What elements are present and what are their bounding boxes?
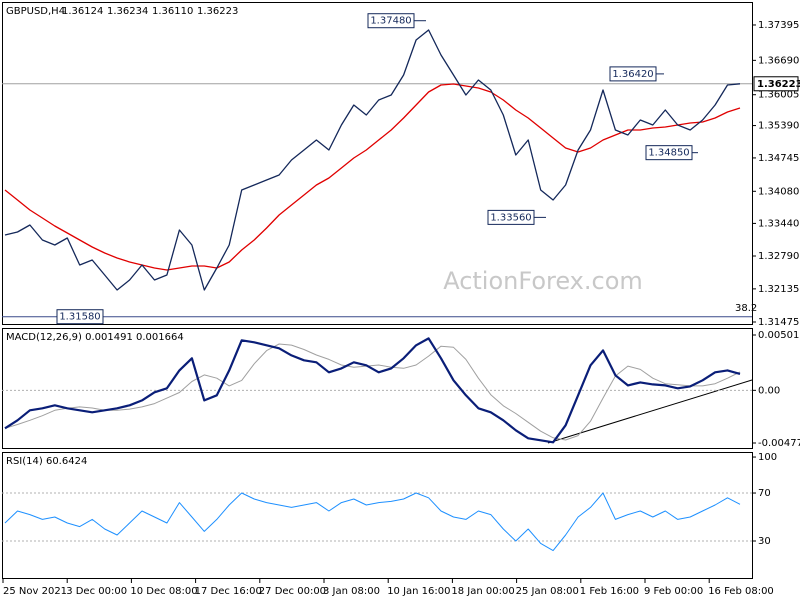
ohlc-value: 1.36223 [197,6,238,17]
panel-title: GBPUSD,H4 [6,6,65,17]
x-tick-label: 9 Feb 00:00 [644,586,703,597]
y-tick-label: 1.31475 [758,317,799,328]
x-tick-label: 3 Dec 00:00 [66,586,127,597]
series-line [4,337,741,444]
x-tick-label: 25 Jan 08:00 [516,586,579,597]
y-tick-label: 100 [758,452,777,463]
y-tick-label: 1.36690 [758,55,799,66]
y-tick-label: 1.34080 [758,186,799,197]
x-tick-label: 25 Nov 2021 [3,586,67,597]
series-line [4,343,741,441]
watermark: ActionForex.com [443,267,643,295]
series-line [4,492,741,552]
y-tick-label: -0.004773 [758,438,800,449]
series-line [4,29,741,291]
annotation-label: 1.36420 [612,69,653,80]
y-tick-label: 1.37395 [758,20,799,31]
annotation-label: 1.33560 [490,212,531,223]
y-tick-label: 70 [758,488,771,499]
series-line [4,83,741,271]
current-price-tag [753,76,799,92]
x-tick-label: 10 Dec 08:00 [130,586,197,597]
x-tick-label: 3 Jan 08:00 [323,586,380,597]
y-tick-label: 0.00 [758,385,780,396]
y-tick-label: 0.005015 [758,330,800,341]
y-tick-label: 1.32135 [758,284,799,295]
y-tick-label: 1.32790 [758,251,799,262]
annotation-box [367,13,415,29]
y-tick-label: 1.36005 [758,90,799,101]
annotation-box [56,309,104,325]
y-tick-label: 1.35390 [758,121,799,132]
fib-label: 38.2 [735,303,757,314]
x-tick-label: 17 Dec 16:00 [195,586,262,597]
annotation-box [487,209,535,225]
annotation-box [645,145,693,161]
panel-title: MACD(12,26,9) 0.001491 0.001664 [6,332,184,343]
annotation-box [609,66,657,82]
ohlc-value: 1.36234 [107,6,148,17]
y-tick-label: 1.34745 [758,153,799,164]
ohlc-value: 1.36110 [152,6,193,17]
annotation-label: 1.34850 [648,148,689,159]
annotation-label: 1.37480 [370,16,411,27]
annotation-label: 1.31580 [59,312,100,323]
current-price-label: 1.36223 [757,79,800,90]
x-tick-label: 16 Feb 08:00 [708,586,774,597]
macd-panel [2,328,753,449]
price-panel [2,2,753,325]
x-tick-label: 10 Jan 16:00 [387,586,450,597]
y-tick-label: 1.33440 [758,218,799,229]
panel-title: RSI(14) 60.6424 [6,456,87,467]
rsi-panel [2,452,753,579]
x-tick-label: 1 Feb 16:00 [580,586,639,597]
x-tick-label: 18 Jan 00:00 [451,586,514,597]
x-tick-label: 27 Dec 00:00 [259,586,326,597]
ohlc-value: 1.36124 [62,6,103,17]
y-tick-label: 30 [758,536,771,547]
